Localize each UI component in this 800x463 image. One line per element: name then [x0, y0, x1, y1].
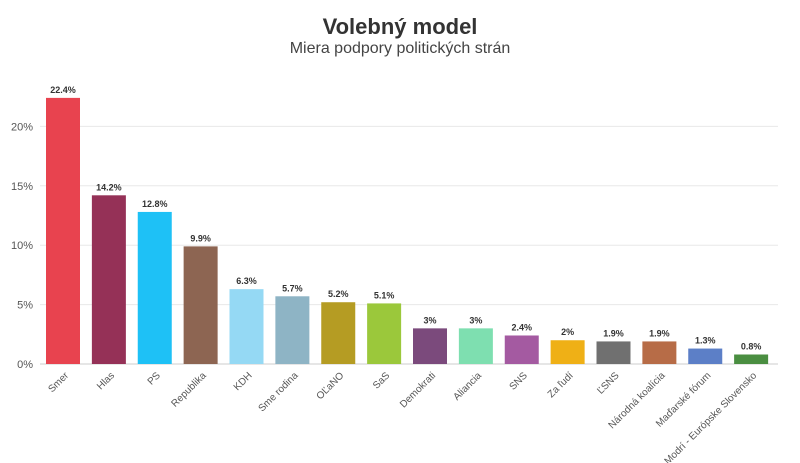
- data-label: 2%: [561, 327, 574, 337]
- bar-2: [91, 195, 126, 364]
- chart-title: Volebný model: [322, 14, 478, 39]
- category-label: Demokrati: [398, 370, 438, 410]
- bar-10: [458, 328, 493, 364]
- bar-1: [46, 97, 80, 364]
- data-label: 1.9%: [603, 328, 624, 338]
- y-tick-label: 0%: [17, 359, 33, 371]
- category-label: Hlas: [95, 370, 117, 392]
- bar-11: [504, 335, 539, 364]
- bar-8: [367, 303, 402, 364]
- bar-9: [413, 328, 447, 364]
- category-label: PS: [146, 370, 163, 387]
- data-label: 2.4%: [511, 322, 532, 332]
- category-label: Sme rodina: [257, 370, 301, 414]
- bar-15: [688, 348, 723, 364]
- category-label: Smer: [46, 370, 71, 395]
- data-label: 5.1%: [374, 290, 395, 300]
- y-tick-label: 20%: [11, 121, 33, 133]
- data-label: 14.2%: [96, 182, 122, 192]
- bar-5: [229, 289, 264, 364]
- bar-14: [642, 341, 677, 364]
- data-label: 3%: [423, 315, 436, 325]
- bar-12: [550, 340, 585, 364]
- category-label: Aliancia: [451, 370, 484, 403]
- category-label: KDH: [232, 370, 255, 393]
- bar-16: [734, 354, 769, 364]
- data-label: 9.9%: [190, 233, 211, 243]
- category-label: SNS: [508, 370, 531, 393]
- data-label: 12.8%: [142, 199, 168, 209]
- bar-4: [183, 246, 218, 364]
- category-label: SaS: [371, 370, 392, 391]
- chart-subtitle: Miera podpory politických strán: [289, 40, 511, 57]
- data-label: 6.3%: [236, 276, 257, 286]
- data-label: 1.3%: [695, 336, 716, 346]
- y-tick-label: 5%: [17, 300, 33, 312]
- bar-7: [321, 302, 356, 364]
- bar-6: [275, 296, 310, 364]
- bar-13: [596, 341, 631, 364]
- y-tick-label: 15%: [11, 181, 33, 193]
- category-label: Za ľudí: [546, 370, 576, 400]
- data-label: 22.4%: [50, 85, 76, 95]
- category-label: OĽaNO: [315, 370, 347, 402]
- y-tick-label: 10%: [11, 240, 33, 252]
- category-label: Modrí - Európske Slovensko: [663, 370, 760, 463]
- data-label: 3%: [469, 315, 482, 325]
- category-label: Republika: [170, 370, 210, 410]
- category-label: ĽSNS: [595, 370, 621, 396]
- data-label: 0.8%: [741, 341, 762, 351]
- data-label: 5.2%: [328, 289, 349, 299]
- bar-3: [137, 211, 172, 364]
- data-label: 1.9%: [649, 328, 670, 338]
- data-label: 5.7%: [282, 283, 303, 293]
